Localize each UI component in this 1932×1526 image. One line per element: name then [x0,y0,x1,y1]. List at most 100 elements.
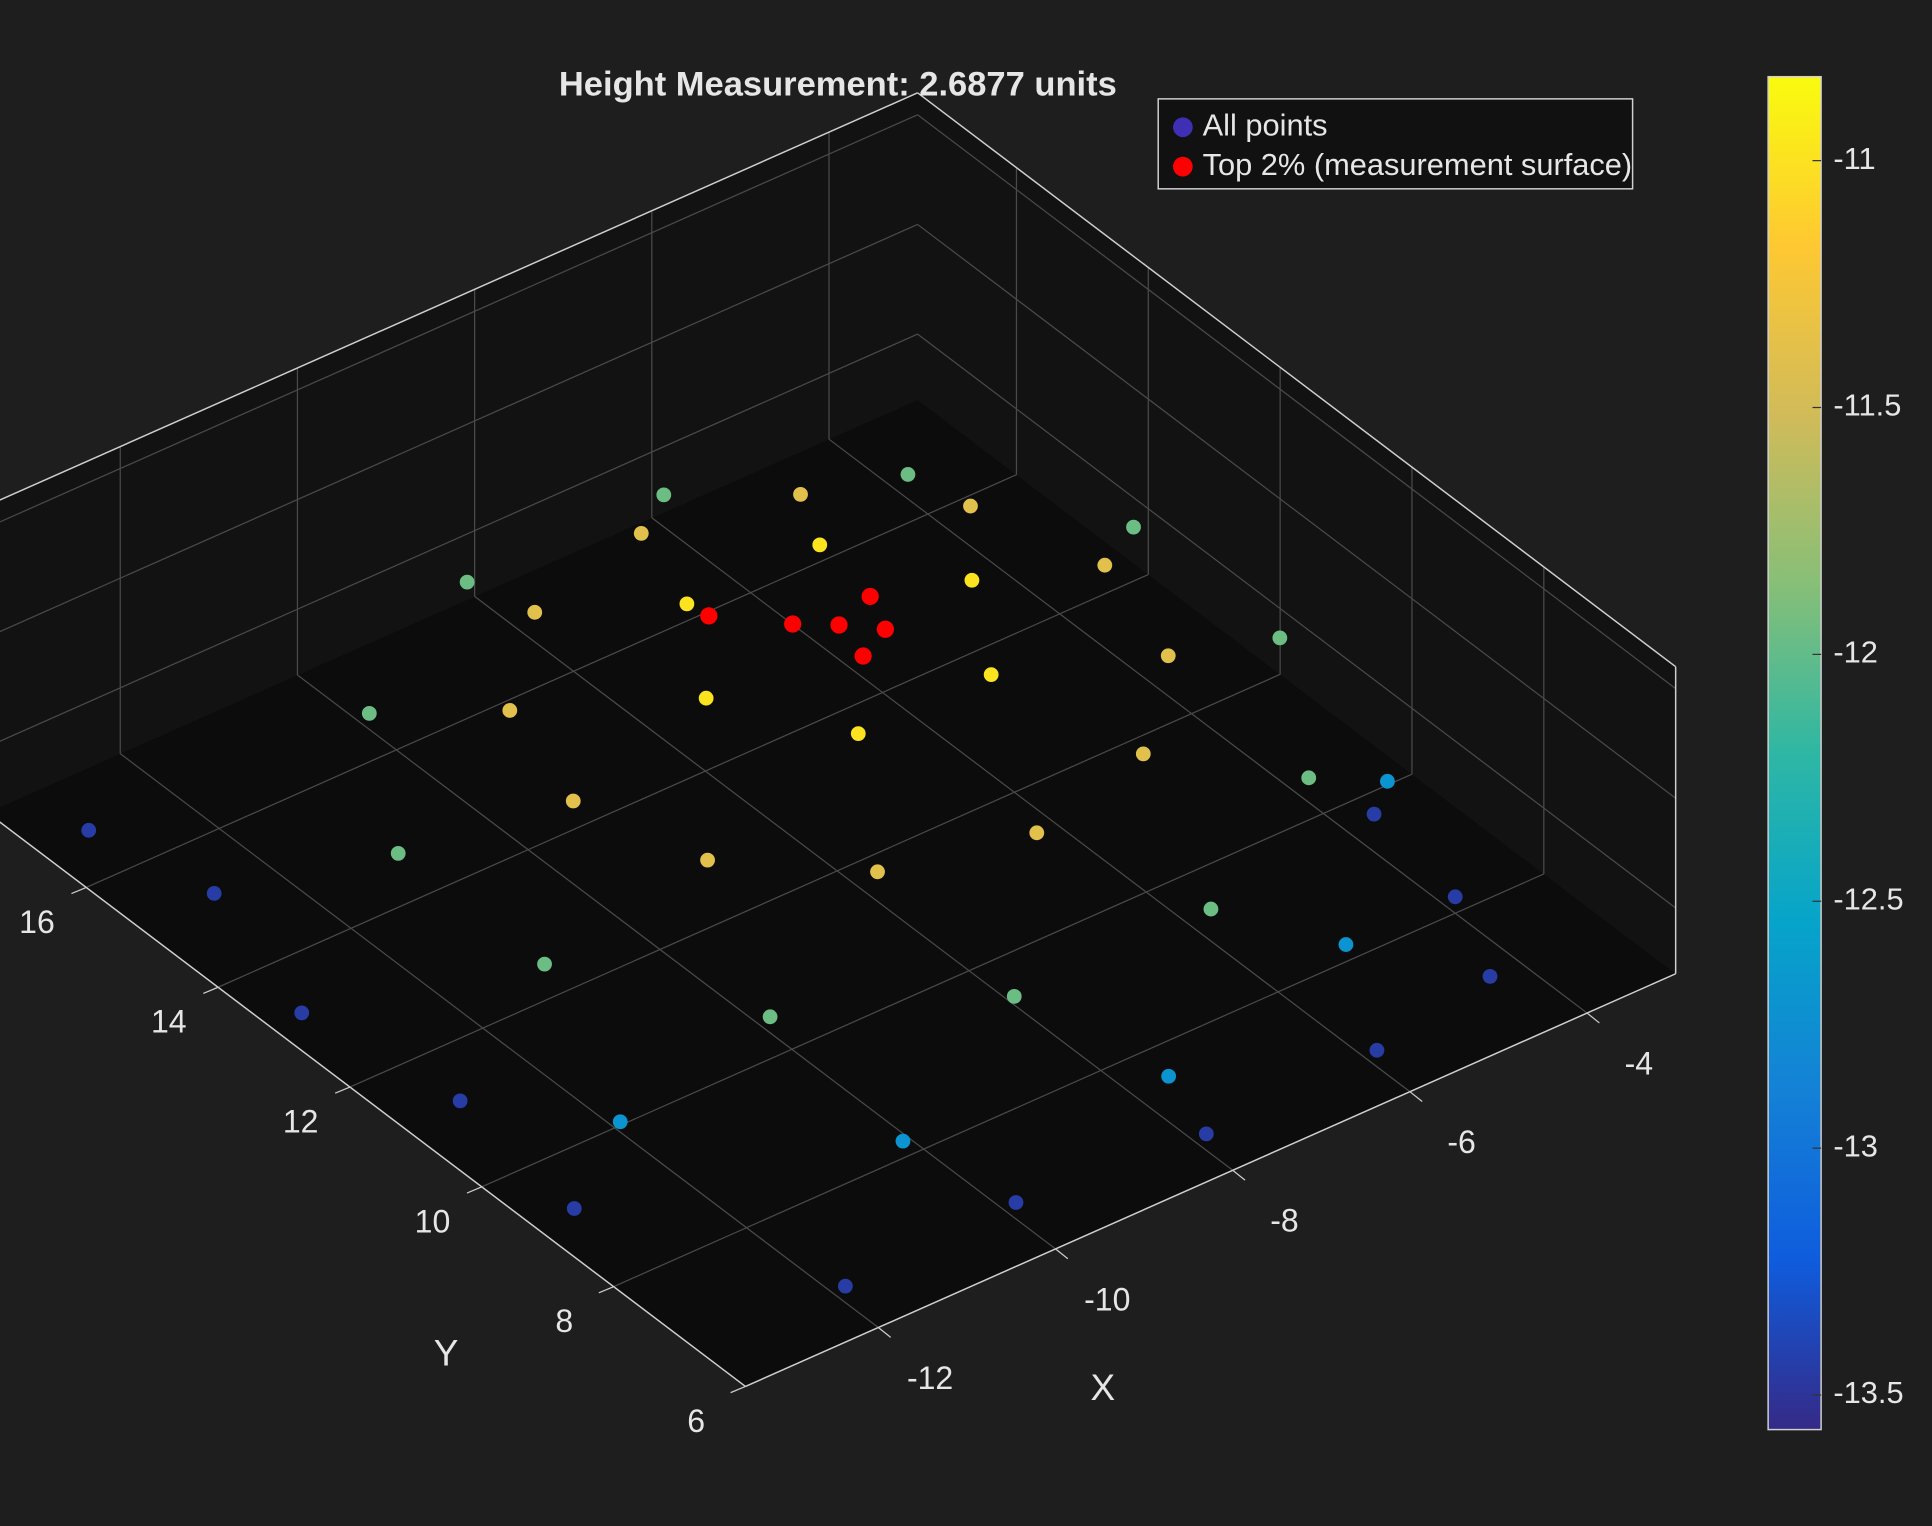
data-point [1272,630,1288,646]
axis-line [0,92,918,501]
colorbar-tick-label: -13.5 [1833,1375,1903,1410]
colorbar-tick-label: -11.5 [1833,388,1901,423]
data-point [830,616,848,634]
grid-line [0,223,918,633]
colorbar [1767,75,1822,1431]
x-tick [877,1327,892,1338]
grid-line [917,333,1677,909]
data-point [1161,1068,1177,1084]
y-tick [598,1286,614,1294]
x-tick-label: -12 [907,1360,953,1396]
chart-title: Height Measurement: 2.6877 units [559,66,1117,104]
y-tick [71,886,87,895]
data-point [1301,770,1317,786]
data-point [876,620,895,638]
grid-line [119,753,879,1328]
data-point [361,706,377,721]
data-point [1160,648,1176,664]
x-axis-label: X [1090,1367,1115,1408]
data-point [1203,901,1219,917]
data-point [1008,1195,1024,1210]
grid-line [917,114,1677,690]
data-point [850,726,866,741]
grid-line [0,114,918,523]
data-point [452,1093,468,1109]
colorbar-tick-label: -12 [1833,635,1878,670]
grid-line [917,223,1677,799]
legend: All points Top 2% (measurement surface) [1157,98,1634,190]
grid-line [349,673,1281,1088]
legend-label: All points [1203,107,1328,142]
data-point [1198,1126,1214,1142]
grid-line [86,474,1017,889]
x-tick-label: -6 [1447,1124,1475,1160]
y-tick-label: 6 [687,1403,705,1439]
y-tick-label: 12 [283,1103,319,1139]
grid-line [297,674,1056,1250]
data-point [1135,746,1151,762]
axis-line [0,821,746,1388]
floor [0,399,1676,1387]
grid-line [217,573,1149,988]
x-tick-label: -10 [1084,1281,1130,1317]
grid-line [481,773,1413,1188]
wall [0,92,918,807]
data-point [861,587,879,606]
data-point [1447,889,1463,905]
x-tick-label: -8 [1270,1203,1298,1239]
data-point [900,467,916,482]
data-point [1338,937,1354,952]
x-tick [1586,1012,1600,1024]
x-tick-label: -4 [1625,1046,1653,1082]
plot-area: -12 -10 -8 -6 -4 6 8 10 12 14 16 X Y [0,92,1677,1439]
data-point [633,526,649,541]
y-tick-label: 14 [151,1004,187,1040]
data-point [964,572,980,588]
colorbar-tick-label: -13 [1833,1128,1878,1163]
grid-line [474,595,1234,1171]
data-point [1366,806,1382,822]
data-point [1006,988,1022,1004]
data-point [612,1114,628,1130]
grid-line [651,517,1411,1093]
data-point [390,845,406,861]
data-point [837,1278,853,1294]
y-tick [334,1086,351,1094]
data-point [565,793,581,809]
colorbar-tick-label: -11 [1833,141,1875,176]
y-tick [203,986,219,994]
data-point [784,615,802,633]
data-point [793,487,808,502]
data-point [1482,968,1498,984]
y-tick-label: 8 [555,1303,573,1339]
y-tick [730,1385,746,1394]
y-tick-label: 16 [19,904,55,940]
colorbar-tick-label: -12.5 [1833,881,1903,916]
data-point [656,487,672,503]
data-point [1029,825,1045,841]
data-point [537,956,552,972]
data-point [1369,1042,1385,1058]
y-tick-label: 10 [415,1203,451,1239]
legend-marker [1173,117,1193,138]
data-point [895,1133,911,1149]
data-point [812,537,828,553]
grid-line [0,333,918,742]
data-point [983,667,999,683]
data-point [1380,773,1395,789]
legend-box [1157,98,1634,190]
y-tick [466,1186,483,1194]
data-point [870,864,885,880]
data-point [762,1009,778,1025]
data-point [1126,519,1141,535]
data-point [679,596,695,612]
x-tick [1409,1091,1423,1103]
data-point [963,498,978,514]
data-point [81,822,97,838]
data-point [1097,557,1113,573]
data-point [700,607,718,625]
axis-line [917,92,1677,668]
legend-marker [1173,156,1193,177]
axis-line [745,973,1676,1388]
